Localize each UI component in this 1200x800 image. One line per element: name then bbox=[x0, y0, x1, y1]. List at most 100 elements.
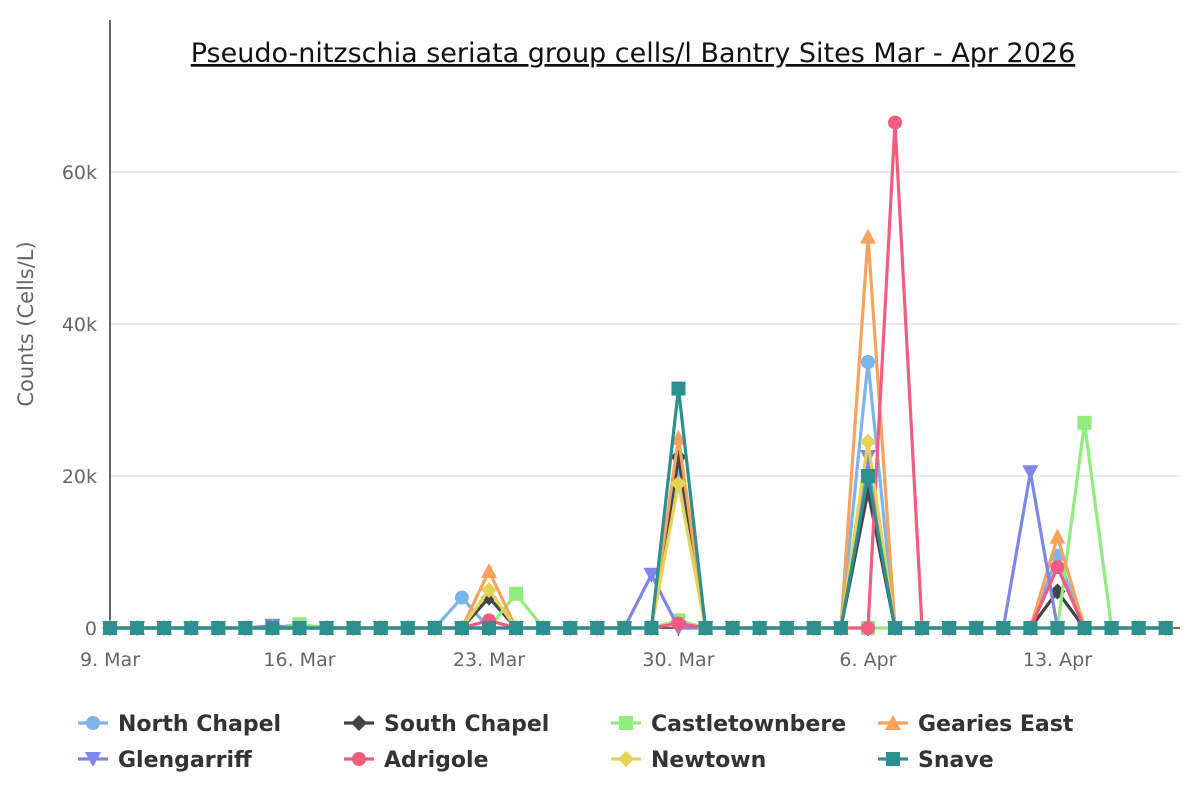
data-point[interactable] bbox=[454, 590, 469, 605]
series-adrigole[interactable] bbox=[103, 115, 1173, 635]
legend-item[interactable]: Gearies East bbox=[878, 712, 1074, 737]
legend-label: Castletownbere bbox=[651, 712, 846, 737]
y-axis-label: Counts (Cells/L) bbox=[14, 241, 38, 406]
data-point[interactable] bbox=[888, 621, 903, 635]
data-point[interactable] bbox=[1050, 621, 1065, 635]
data-point[interactable] bbox=[643, 567, 660, 583]
data-point[interactable] bbox=[184, 621, 199, 635]
series-group[interactable] bbox=[102, 115, 1174, 636]
data-point[interactable] bbox=[670, 475, 687, 492]
data-point[interactable] bbox=[996, 621, 1011, 635]
data-point[interactable] bbox=[480, 563, 497, 578]
legend-symbol bbox=[86, 716, 100, 730]
y-tick-label: 0 bbox=[85, 618, 97, 640]
data-point[interactable] bbox=[1049, 528, 1066, 544]
data-point[interactable] bbox=[1050, 560, 1065, 575]
data-point[interactable] bbox=[454, 621, 469, 635]
data-point[interactable] bbox=[859, 450, 876, 465]
data-point[interactable] bbox=[590, 621, 605, 635]
legend-item[interactable]: Adrigole bbox=[344, 748, 489, 773]
legend-symbol bbox=[886, 752, 900, 766]
x-tick-label: 13. Apr bbox=[1023, 649, 1092, 671]
data-point[interactable] bbox=[779, 621, 794, 635]
data-point[interactable] bbox=[725, 621, 740, 635]
data-point[interactable] bbox=[157, 621, 172, 635]
data-point[interactable] bbox=[859, 433, 876, 450]
series-south-chapel[interactable] bbox=[102, 449, 1174, 636]
series-line[interactable] bbox=[110, 235, 1166, 630]
legend-item[interactable]: Snave bbox=[878, 748, 994, 773]
legend-item[interactable]: Castletownbere bbox=[611, 712, 846, 737]
data-point[interactable] bbox=[671, 381, 686, 396]
data-point[interactable] bbox=[238, 621, 253, 635]
legend-label: Gearies East bbox=[918, 712, 1074, 737]
data-point[interactable] bbox=[103, 621, 117, 635]
x-tick-label: 9. Mar bbox=[80, 649, 140, 671]
y-tick-label: 20k bbox=[62, 466, 97, 488]
data-point[interactable] bbox=[942, 621, 957, 635]
gridlines bbox=[110, 171, 1180, 477]
data-point[interactable] bbox=[969, 621, 984, 635]
x-tick-label: 30. Mar bbox=[642, 649, 714, 671]
data-point[interactable] bbox=[617, 621, 632, 635]
series-line[interactable] bbox=[110, 387, 1166, 630]
data-point[interactable] bbox=[400, 621, 415, 635]
data-point[interactable] bbox=[671, 616, 686, 631]
data-point[interactable] bbox=[670, 430, 687, 445]
data-point[interactable] bbox=[373, 621, 388, 635]
x-tick-label: 23. Mar bbox=[453, 649, 525, 671]
y-tick-label: 40k bbox=[62, 314, 97, 336]
data-point[interactable] bbox=[1077, 621, 1092, 635]
data-point[interactable] bbox=[860, 355, 875, 369]
series-newtown[interactable] bbox=[102, 433, 1174, 636]
data-point[interactable] bbox=[509, 586, 524, 601]
data-point[interactable] bbox=[536, 621, 551, 635]
series-line[interactable] bbox=[110, 360, 1166, 630]
data-point[interactable] bbox=[319, 621, 334, 635]
data-point[interactable] bbox=[860, 469, 875, 483]
data-point[interactable] bbox=[1104, 621, 1119, 635]
data-point[interactable] bbox=[1131, 621, 1146, 635]
series-line[interactable] bbox=[110, 121, 1166, 630]
data-point[interactable] bbox=[698, 621, 713, 635]
series-glengarriff[interactable] bbox=[102, 450, 1174, 636]
data-point[interactable] bbox=[860, 621, 875, 635]
data-point[interactable] bbox=[346, 621, 361, 635]
data-point[interactable] bbox=[915, 621, 930, 635]
data-point[interactable] bbox=[644, 621, 659, 635]
legend[interactable]: North Chapel South Chapel Castletownbere Ge… bbox=[78, 712, 1074, 773]
data-point[interactable] bbox=[563, 621, 578, 635]
data-point[interactable] bbox=[1023, 621, 1038, 635]
data-point[interactable] bbox=[480, 582, 497, 598]
data-point[interactable] bbox=[1158, 621, 1173, 635]
data-point[interactable] bbox=[888, 115, 903, 130]
data-point[interactable] bbox=[859, 228, 876, 244]
data-point[interactable] bbox=[806, 621, 821, 635]
legend-item[interactable]: South Chapel bbox=[344, 712, 549, 737]
legend-item[interactable]: Newtown bbox=[611, 748, 766, 773]
legend-symbol bbox=[618, 751, 634, 767]
x-tick-label: 16. Mar bbox=[263, 649, 335, 671]
data-point[interactable] bbox=[752, 621, 767, 635]
data-point[interactable] bbox=[427, 621, 442, 635]
data-point[interactable] bbox=[509, 621, 524, 635]
data-point[interactable] bbox=[265, 621, 280, 635]
data-point[interactable] bbox=[1077, 415, 1092, 430]
legend-symbol bbox=[619, 716, 633, 730]
data-point[interactable] bbox=[211, 621, 226, 635]
series-north-chapel[interactable] bbox=[103, 355, 1173, 635]
chart-title: Pseudo-nitzschia seriata group cells/l B… bbox=[191, 38, 1076, 69]
data-point[interactable] bbox=[481, 621, 496, 635]
legend-label: Adrigole bbox=[384, 748, 489, 773]
y-tick-label: 60k bbox=[62, 162, 97, 184]
data-point[interactable] bbox=[130, 621, 145, 635]
series-snave[interactable] bbox=[103, 381, 1173, 635]
series-line[interactable] bbox=[110, 455, 1166, 630]
data-point[interactable] bbox=[833, 621, 848, 635]
legend-label: North Chapel bbox=[118, 712, 281, 737]
data-point[interactable] bbox=[1022, 465, 1039, 481]
data-point[interactable] bbox=[292, 621, 307, 635]
legend-item[interactable]: North Chapel bbox=[78, 712, 281, 737]
legend-item[interactable]: Glengarriff bbox=[78, 748, 253, 773]
